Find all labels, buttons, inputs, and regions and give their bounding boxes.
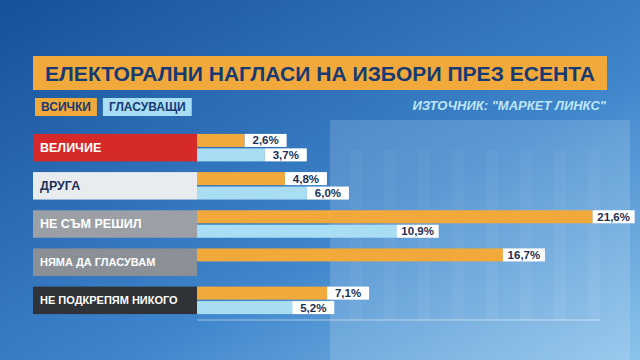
chart: ЕЛЕКТОРАЛНИ НАГЛАСИ НА ИЗБОРИ ПРЕЗ ЕСЕНТ…	[0, 0, 640, 360]
data-label-box	[292, 301, 334, 314]
category-box	[33, 172, 197, 199]
data-label-box	[245, 134, 287, 147]
building-column	[554, 150, 566, 320]
bar	[197, 301, 292, 314]
data-label: 10,9%	[401, 225, 434, 237]
building-column	[486, 150, 498, 320]
data-label-box	[327, 287, 369, 300]
legend-swatch	[103, 98, 192, 116]
x-axis-line	[197, 320, 600, 321]
title: ЕЛЕКТОРАЛНИ НАГЛАСИ НА ИЗБОРИ ПРЕЗ ЕСЕНТ…	[45, 62, 595, 85]
y-tick: НЕ ПОДКРЕПЯМ НИКОГО	[40, 294, 178, 306]
title-banner: ЕЛЕКТОРАЛНИ НАГЛАСИ НА ИЗБОРИ ПРЕЗ ЕСЕНТ…	[33, 56, 607, 90]
y-tick: ДРУГА	[40, 179, 80, 193]
data-label-box	[307, 187, 349, 200]
data-label-box	[265, 148, 307, 161]
legend-label: ВСИЧКИ	[41, 100, 91, 114]
bar	[197, 225, 397, 238]
data-labels: 2,6% 4,8% 21,6% 16,7% 7,1% 3,7% 6,0% 10,9% 5,2%	[245, 134, 635, 314]
category-box	[33, 248, 197, 275]
data-label: 6,0%	[315, 187, 341, 199]
building-column	[588, 150, 600, 320]
category-label: ВЕЛИЧИЕ	[40, 141, 101, 155]
data-label: 4,8%	[293, 173, 319, 185]
y-tick: НЕ СЪМ РЕШИЛ	[40, 217, 141, 231]
bar	[197, 210, 593, 223]
data-label-box	[503, 248, 545, 261]
subtitle: ИЗТОЧНИК: "МАРКЕТ ЛИНКС"	[412, 98, 606, 113]
data-label: 16,7%	[508, 249, 541, 261]
category-box	[33, 210, 197, 237]
legend-swatch	[35, 98, 97, 116]
building-body	[330, 120, 630, 360]
data-label-box	[593, 210, 635, 223]
data-label: 2,6%	[253, 134, 279, 146]
bar	[197, 187, 307, 200]
bar	[197, 248, 503, 261]
title-background	[33, 56, 607, 90]
legend: ВСИЧКИ ГЛАСУВАЩИ	[35, 98, 192, 116]
y-axis: ВЕЛИЧИЕ ДРУГА НЕ СЪМ РЕШИЛ НЯМА ДА ГЛАСУВАМ…	[40, 133, 178, 317]
data-label: 21,6%	[597, 211, 630, 223]
category-label: НЯМА ДА ГЛАСУВАМ	[40, 256, 155, 268]
category-label: ДРУГА	[40, 179, 80, 193]
building-column	[452, 150, 464, 320]
category-label: НЕ ПОДКРЕПЯМ НИКОГО	[40, 294, 178, 306]
data-label-box	[397, 225, 439, 238]
y-tick: ВЕЛИЧИЕ	[40, 141, 101, 155]
background	[0, 0, 640, 360]
data-label: 7,1%	[335, 287, 361, 299]
bar	[197, 134, 245, 147]
category-boxes	[33, 134, 197, 314]
category-box	[33, 287, 197, 314]
legend-label: ГЛАСУВАЩИ	[109, 100, 186, 114]
data-label: 5,2%	[300, 302, 326, 314]
category-label: НЕ СЪМ РЕШИЛ	[40, 217, 141, 231]
bar	[197, 287, 327, 300]
y-tick: НЯМА ДА ГЛАСУВАМ	[40, 256, 155, 268]
data-label: 3,7%	[273, 149, 299, 161]
bar	[197, 172, 285, 185]
bars	[197, 134, 593, 314]
building-decoration	[330, 120, 630, 360]
bar	[197, 148, 265, 161]
data-label-box	[285, 172, 327, 185]
category-box	[33, 134, 197, 161]
building-column	[520, 150, 532, 320]
